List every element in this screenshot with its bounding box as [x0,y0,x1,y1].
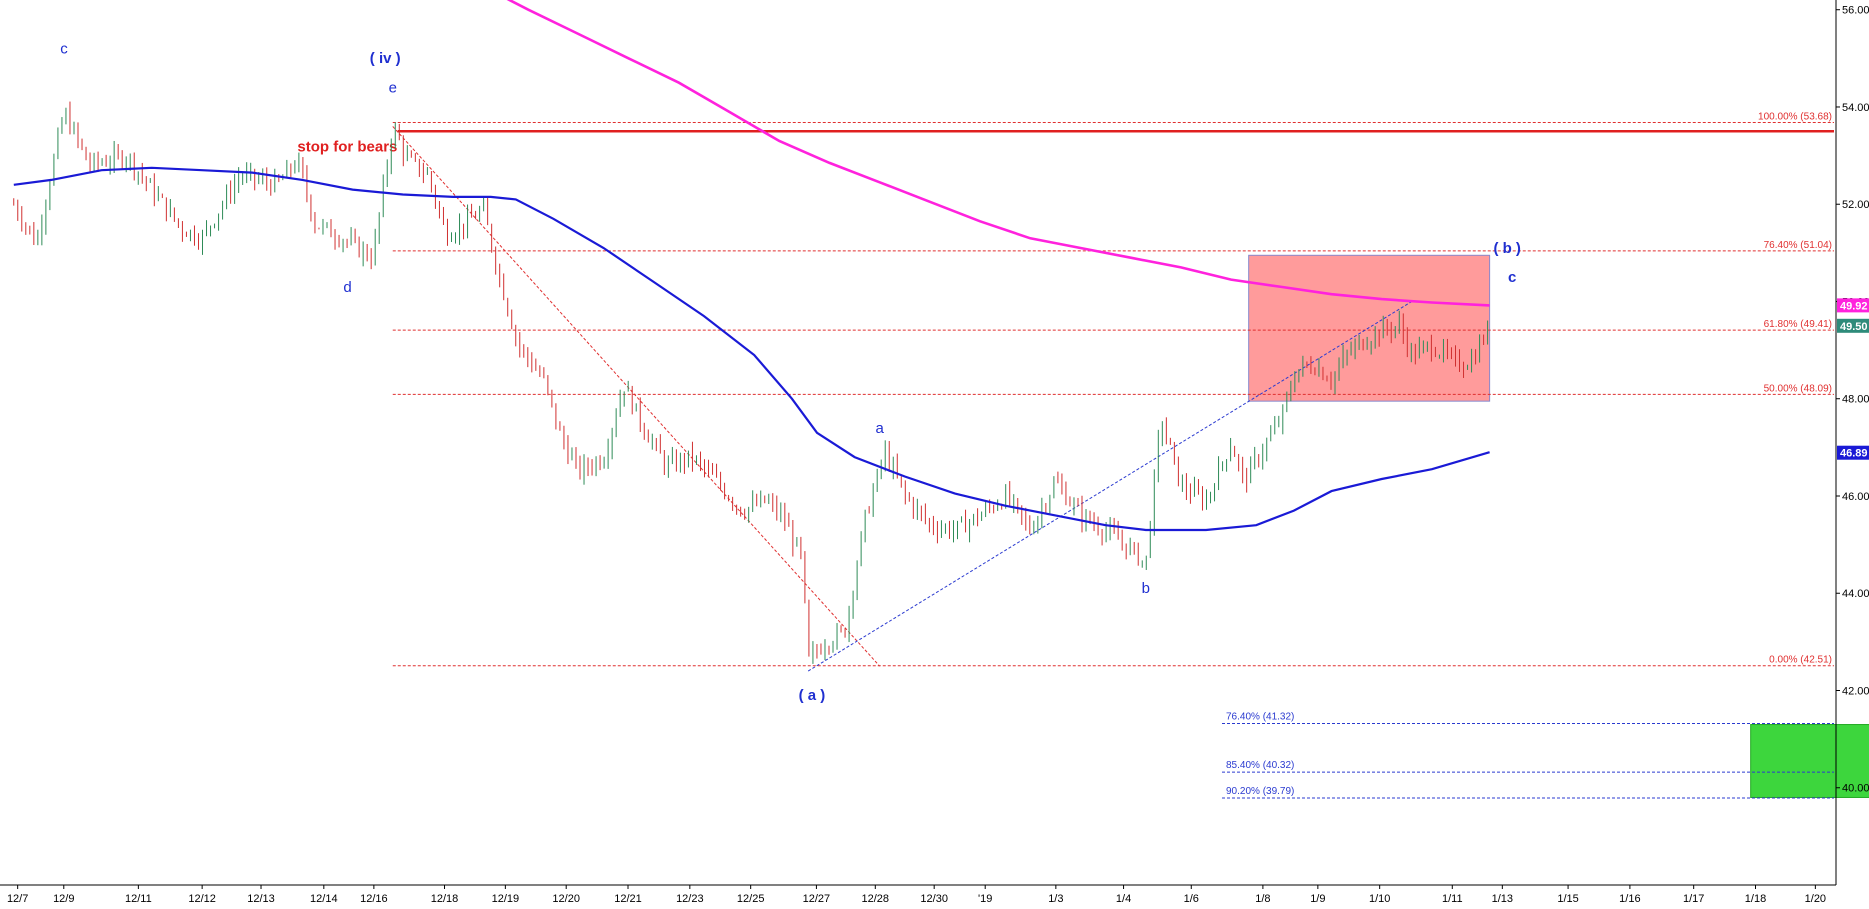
x-tick-label: 1/16 [1619,893,1640,905]
x-tick-label: 12/9 [53,893,74,905]
wave-label: c [1508,269,1516,286]
x-tick-label: 12/7 [7,893,28,905]
fib-level-red-label: 100.00% (53.68) [1758,112,1832,123]
x-tick-label: 12/21 [614,893,642,905]
wave-label: c [60,40,68,57]
wave-label: ( b ) [1493,240,1521,257]
fib-level-red-label: 76.40% (51.04) [1764,240,1832,251]
x-tick-label: 12/23 [676,893,704,905]
x-tick-label: 12/25 [737,893,765,905]
x-tick-label: 1/8 [1255,893,1270,905]
y-tick-label: 44.00 [1842,588,1869,600]
y-tick-label: 48.00 [1842,394,1869,406]
x-tick-label: 1/15 [1557,893,1578,905]
x-tick-label: 12/19 [492,893,520,905]
target-zone-green [1750,724,1869,798]
fib-level-blue-label: 76.40% (41.32) [1226,712,1294,723]
fib-level-blue-label: 85.40% (40.32) [1226,760,1294,771]
moving-averages-layer [13,0,1490,532]
y-tick-label: 46.00 [1842,491,1869,503]
x-tick-label: 1/10 [1369,893,1390,905]
fib-level-red-label: 50.00% (48.09) [1764,383,1832,394]
moving-average-short [13,166,1490,532]
price-tag-box [1837,318,1869,333]
moving-average-long [506,0,1490,307]
x-tick-label: 12/11 [125,893,152,905]
x-tick-label: 1/4 [1116,893,1131,905]
x-tick-label: 12/30 [920,893,948,905]
x-tick-label: 1/20 [1805,893,1826,905]
x-tick-label: 1/13 [1492,893,1513,905]
price-tag-label: 49.92 [1840,300,1868,312]
wave-label: b [1142,580,1150,597]
trend-lines-layer [392,126,1413,672]
x-tick-label: 12/28 [862,893,890,905]
x-tick-label: 1/6 [1184,893,1199,905]
wave-label: a [876,420,885,437]
wave-label: e [389,79,397,96]
zones-layer [1248,254,1869,798]
x-tick-label: 12/14 [310,893,338,905]
candles-layer [13,101,1489,664]
wave-labels-layer: c( iv )eda( a )b( b )c( c )( v ) [60,40,1521,704]
wave-label: ( iv ) [370,50,401,67]
x-tick-label: 12/12 [188,893,216,905]
x-tick-label: 12/20 [552,893,580,905]
price-tag-label: 49.50 [1840,321,1868,333]
wave-label: ( a ) [799,687,826,704]
y-tick-label: 54.00 [1842,102,1869,114]
channel-line [807,301,1413,672]
price-tag-box [1837,298,1869,313]
x-tick-label: 1/3 [1048,893,1063,905]
x-tick-label: 1/17 [1683,893,1704,905]
y-tick-label: 56.00 [1842,5,1869,17]
target-zone-red [1248,254,1491,402]
x-tick-label: 1/11 [1442,893,1463,905]
y-tick-label: 42.00 [1842,685,1869,697]
x-tick-label: 12/18 [431,893,459,905]
fib-level-red-label: 0.00% (42.51) [1769,655,1832,666]
fib-level-blue-label: 90.20% (39.79) [1226,786,1294,797]
price-tag-label: 46.89 [1840,448,1868,460]
fib-level-red-label: 61.80% (49.41) [1764,319,1832,330]
fibonacci-layer: 100.00% (53.68) 76.40% (51.04) 61.80% (49.… [297,112,1834,799]
x-tick-label: 12/13 [247,893,275,905]
stop-label: stop for bears [297,138,397,155]
wave-label: d [343,279,351,296]
x-tick-label: 12/27 [803,893,831,905]
y-tick-label: 52.00 [1842,199,1869,211]
y-tick-label: 40.00 [1842,783,1869,795]
x-tick-label: 1/9 [1310,893,1325,905]
down-trend-line [392,126,881,667]
x-tick-label: '19 [978,893,992,905]
price-tag-box [1837,445,1869,460]
x-tick-label: 12/16 [360,893,388,905]
x-tick-label: 1/18 [1745,893,1766,905]
